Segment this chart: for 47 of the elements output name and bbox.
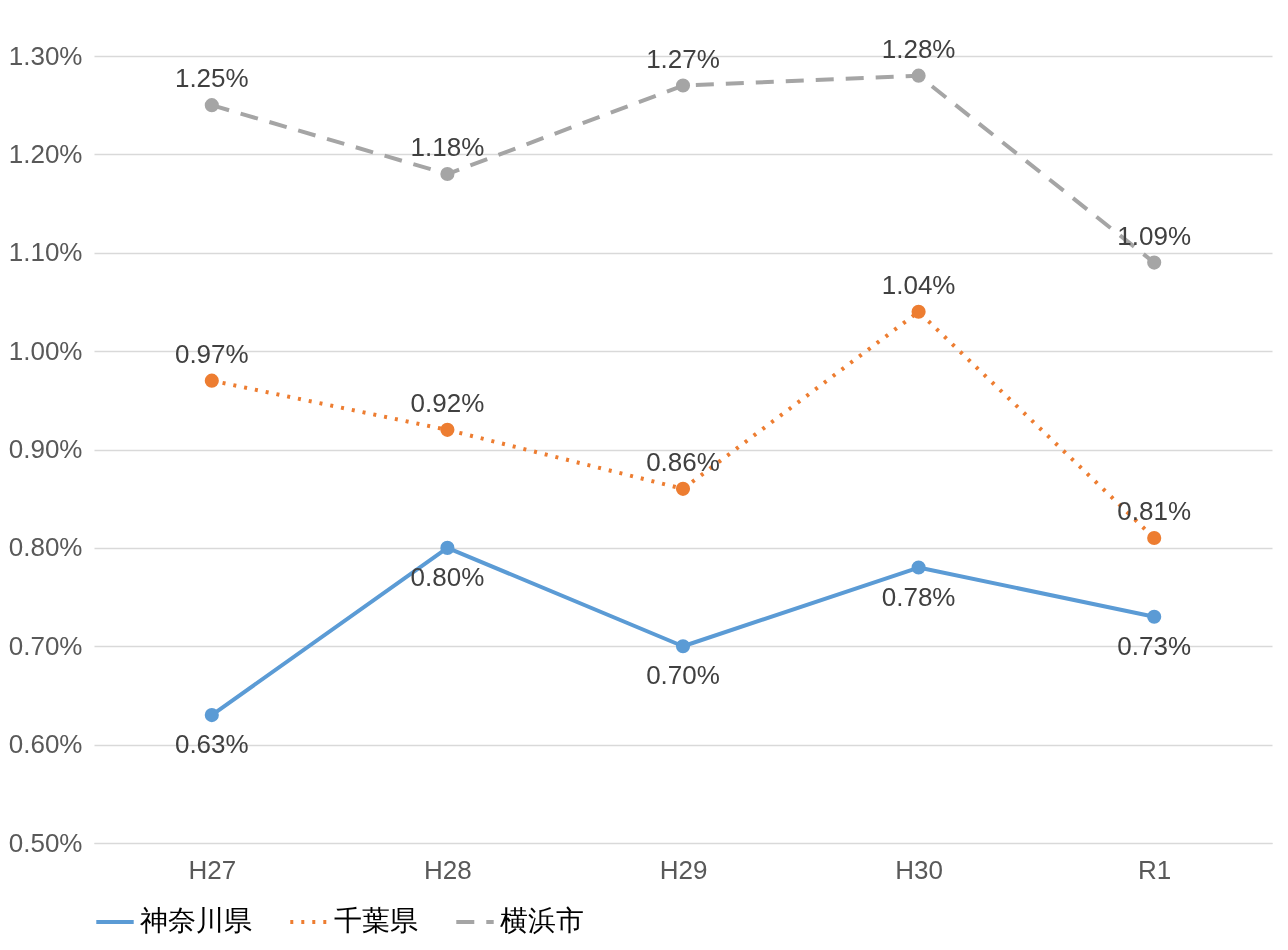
legend-label: 神奈川県 — [140, 905, 252, 936]
point — [1147, 609, 1162, 624]
y-tick-label: 1.30% — [8, 40, 83, 71]
data-label: 0.80% — [410, 561, 485, 592]
data-label: 0.97% — [174, 338, 249, 369]
y-tick-label: 1.00% — [8, 335, 83, 366]
data-label: 1.04% — [881, 269, 956, 300]
data-label: 1.27% — [646, 43, 720, 74]
point — [675, 481, 691, 496]
data-label: 0.78% — [881, 581, 956, 612]
data-label: 0.92% — [410, 387, 485, 418]
point — [675, 78, 691, 93]
data-label: 0.63% — [174, 729, 249, 760]
x-tick-label: H27 — [188, 854, 237, 885]
legend-label: 横浜市 — [500, 905, 584, 936]
point — [204, 708, 219, 723]
data-label: 0.86% — [646, 446, 720, 477]
point — [675, 639, 691, 654]
point — [911, 304, 926, 319]
point — [1147, 530, 1162, 546]
y-tick-label: 1.10% — [8, 237, 83, 268]
x-tick-label: H28 — [424, 854, 472, 885]
y-tick-label: 0.80% — [8, 532, 83, 563]
point — [440, 422, 455, 437]
x-tick-label: H30 — [895, 854, 943, 885]
point — [204, 98, 219, 113]
y-tick-label: 1.20% — [8, 138, 83, 169]
x-tick-label: H29 — [659, 854, 708, 885]
y-tick-label: 0.60% — [8, 729, 83, 760]
data-label: 1.28% — [881, 33, 956, 64]
data-label: 1.18% — [410, 132, 485, 163]
point — [911, 68, 926, 83]
point — [204, 373, 219, 388]
point — [440, 166, 455, 182]
y-tick-label: 0.70% — [8, 630, 83, 661]
data-label: 0.70% — [646, 660, 720, 691]
x-tick-label: R1 — [1138, 854, 1172, 885]
y-tick-label: 0.50% — [8, 827, 83, 858]
data-label: 0.81% — [1117, 496, 1192, 527]
y-tick-label: 0.90% — [8, 434, 83, 464]
point — [911, 560, 926, 575]
data-label: 1.25% — [174, 63, 249, 94]
point — [440, 540, 455, 555]
data-label: 0.73% — [1117, 630, 1192, 661]
data-label: 1.09% — [1117, 220, 1192, 251]
point — [1147, 255, 1162, 270]
legend-label: 千葉県 — [334, 905, 418, 936]
